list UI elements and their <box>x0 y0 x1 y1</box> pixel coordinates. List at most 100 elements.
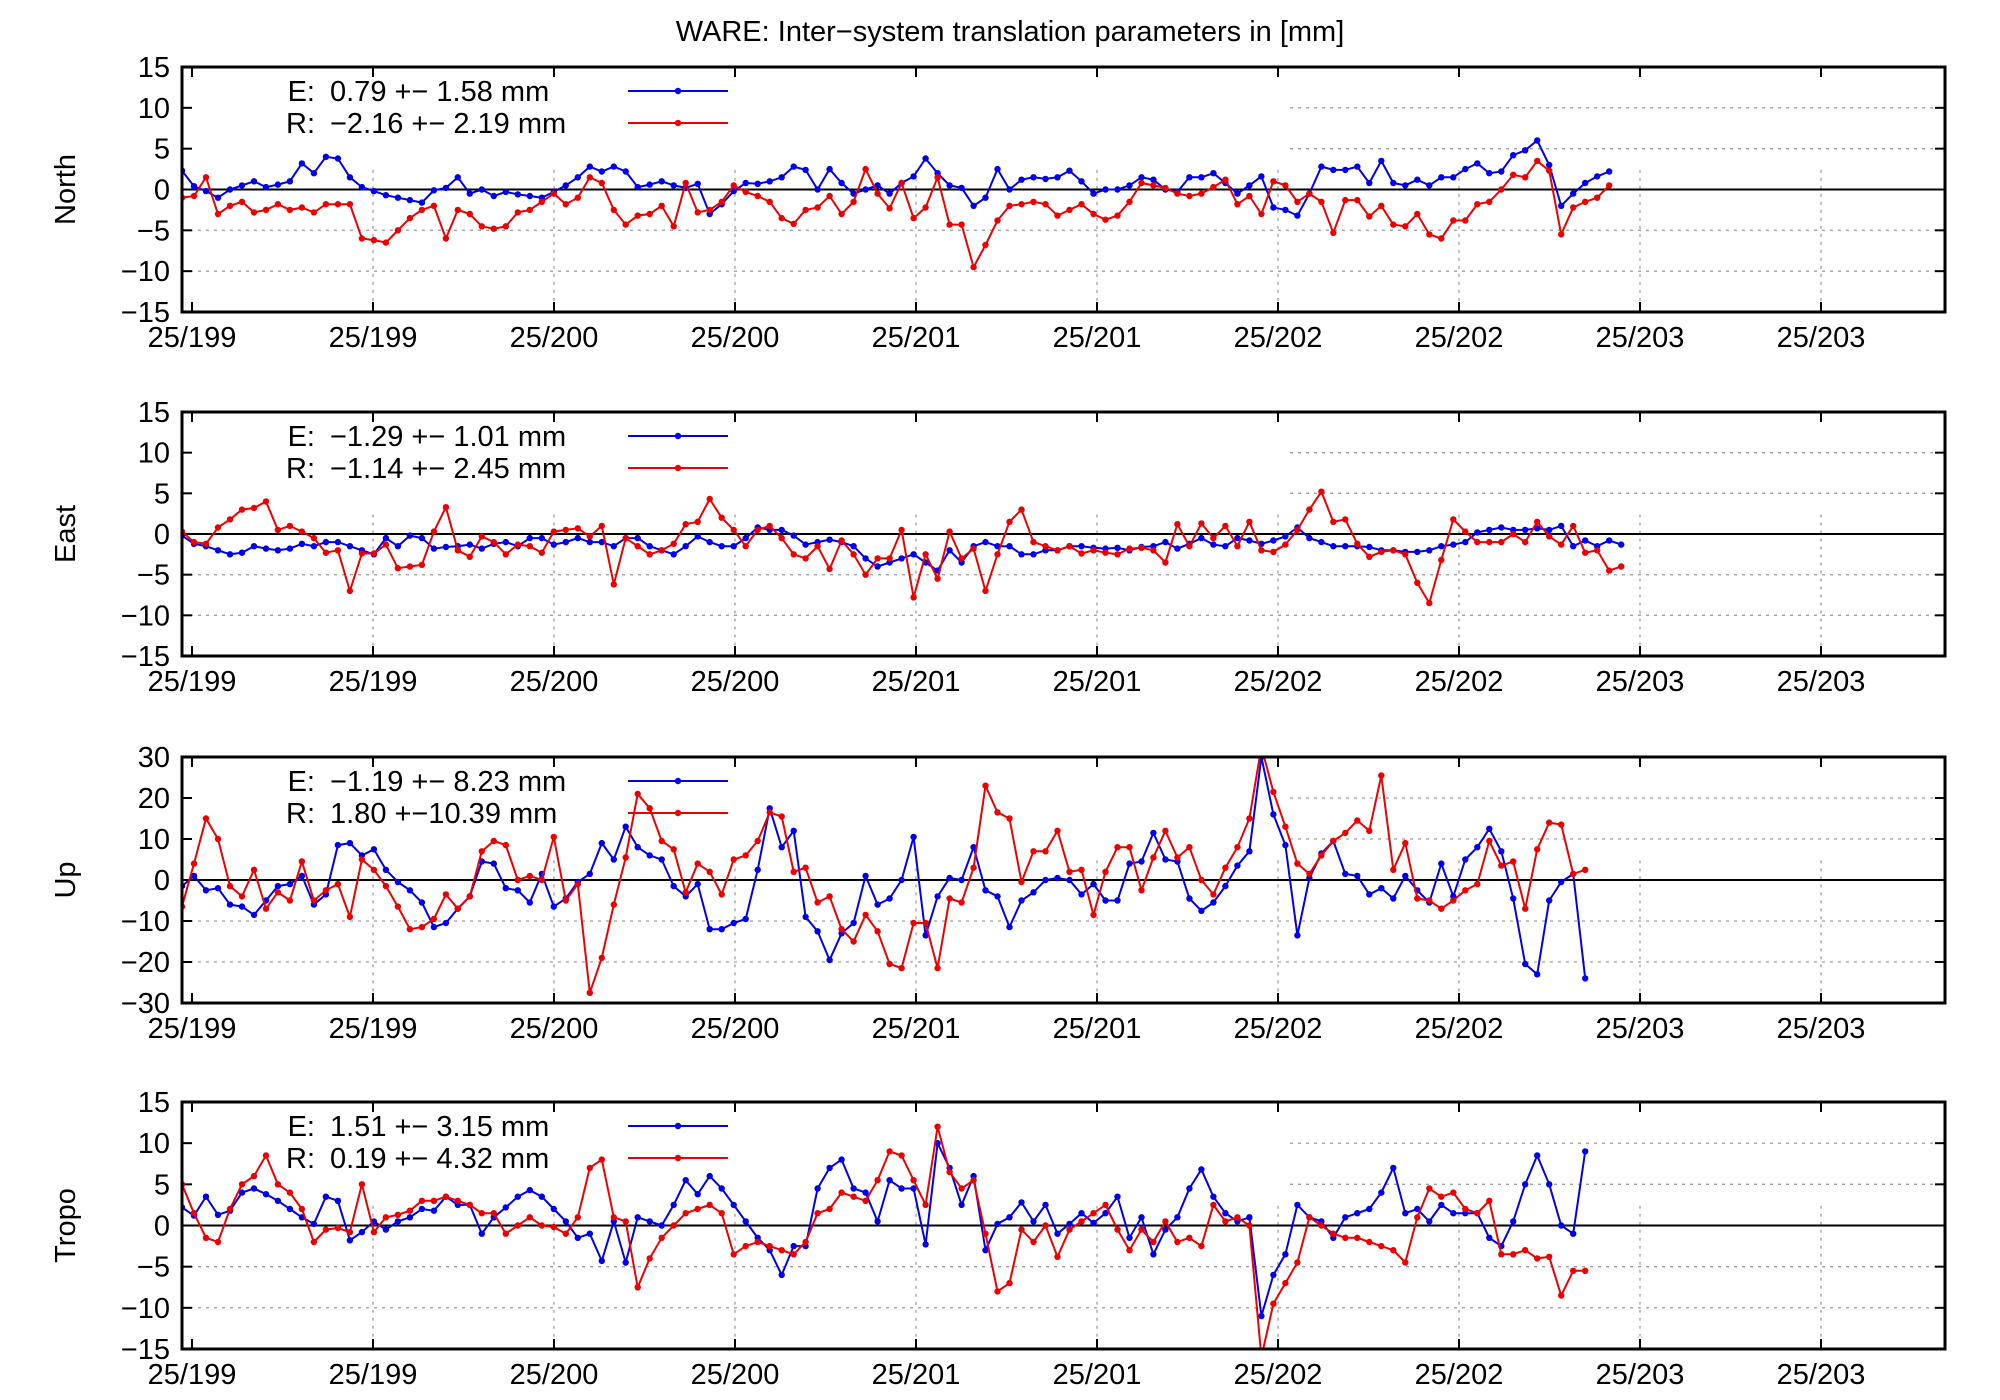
data-point-r <box>394 903 402 910</box>
data-point-e <box>958 1201 965 1209</box>
data-point-r <box>1522 905 1529 912</box>
data-point-e <box>562 1218 569 1225</box>
data-point-e <box>1126 860 1133 867</box>
data-point-r <box>778 534 785 542</box>
data-point-r <box>1030 1238 1037 1246</box>
data-point-r <box>1522 174 1529 181</box>
y-tick-label: −15 <box>121 1334 170 1366</box>
data-point-e <box>1498 168 1505 175</box>
data-point-r <box>646 210 653 218</box>
data-point-r <box>1198 190 1205 197</box>
data-point-r <box>1114 212 1121 219</box>
data-point-e <box>694 880 701 888</box>
data-point-e <box>322 153 330 160</box>
data-point-r <box>1174 1238 1181 1246</box>
data-point-r <box>514 541 521 548</box>
data-point-e <box>598 1257 605 1265</box>
data-point-e <box>214 547 222 554</box>
data-point-r <box>1054 547 1061 554</box>
data-point-r <box>646 551 653 558</box>
data-point-e <box>430 1207 438 1214</box>
data-point-r <box>238 198 246 205</box>
data-point-r <box>634 212 641 219</box>
data-point-e <box>1030 174 1037 181</box>
data-point-r <box>382 239 390 246</box>
series-r <box>182 1123 1589 1349</box>
data-point-r <box>1042 1222 1049 1229</box>
data-point-r <box>1390 866 1397 873</box>
data-point-r <box>478 1210 485 1217</box>
data-point-e <box>322 1193 330 1200</box>
data-point-e <box>1090 190 1097 197</box>
data-point-r <box>190 192 198 200</box>
data-point-r <box>1282 182 1289 189</box>
data-point-e <box>778 526 785 534</box>
data-point-r <box>934 174 941 181</box>
data-point-r <box>334 1224 342 1232</box>
legend-stats-e: −1.29 +− 1.01 mm <box>330 421 566 453</box>
data-point-e <box>1198 1166 1205 1173</box>
data-point-r <box>982 782 989 789</box>
data-point-e <box>1066 167 1073 174</box>
data-point-e <box>1378 1189 1385 1196</box>
data-point-r <box>310 534 318 542</box>
data-point-e <box>910 173 917 180</box>
data-point-e <box>418 899 426 906</box>
data-point-e <box>634 534 641 542</box>
data-point-e <box>1006 186 1013 193</box>
data-point-e <box>406 196 414 204</box>
data-point-e <box>754 866 761 873</box>
legend-marker-e <box>674 87 682 95</box>
y-tick-label: −5 <box>137 215 170 247</box>
data-point-r <box>694 518 701 525</box>
data-point-r <box>1294 1259 1301 1266</box>
data-point-r <box>1534 846 1541 853</box>
data-point-r <box>1582 549 1589 556</box>
data-point-e <box>514 887 521 894</box>
data-point-r <box>1330 1230 1337 1237</box>
data-point-r <box>322 201 330 208</box>
data-point-e <box>1402 182 1409 189</box>
data-point-e <box>838 1156 845 1163</box>
data-point-r <box>922 204 929 211</box>
data-point-e <box>274 547 282 554</box>
data-point-e <box>730 1201 737 1209</box>
data-point-r <box>514 876 521 884</box>
series-line-r <box>182 1126 1586 1349</box>
data-point-e <box>802 541 809 548</box>
data-point-r <box>1498 186 1505 193</box>
data-point-r <box>562 1230 569 1237</box>
data-point-e <box>1366 891 1373 898</box>
data-point-r <box>226 882 234 890</box>
data-point-r <box>298 528 306 535</box>
data-point-r <box>742 1242 749 1250</box>
y-tick-label: −15 <box>121 641 170 673</box>
data-point-r <box>202 540 210 547</box>
data-point-e <box>982 1247 989 1254</box>
data-point-r <box>250 209 258 216</box>
data-point-r <box>898 1152 905 1159</box>
data-point-r <box>1150 854 1157 861</box>
data-point-e <box>1534 525 1541 532</box>
data-point-r <box>214 1238 222 1246</box>
data-point-r <box>994 1288 1001 1295</box>
data-point-r <box>946 221 953 228</box>
data-point-e <box>1318 538 1325 546</box>
data-point-r <box>730 856 737 863</box>
data-point-e <box>1210 170 1217 177</box>
data-point-r <box>1246 1222 1253 1229</box>
data-point-r <box>1222 1218 1229 1225</box>
data-point-r <box>1342 196 1349 204</box>
data-point-e <box>1222 882 1229 890</box>
data-point-e <box>1234 190 1241 197</box>
data-point-e <box>214 1211 222 1219</box>
data-point-r <box>802 1238 809 1246</box>
legend-marker-r <box>674 809 682 817</box>
data-point-e <box>478 1230 485 1237</box>
data-point-r <box>358 550 366 557</box>
data-point-e <box>1138 858 1145 865</box>
data-point-e <box>994 165 1001 173</box>
data-point-e <box>1066 876 1073 884</box>
data-point-e <box>274 1197 282 1205</box>
data-point-e <box>346 1237 354 1244</box>
